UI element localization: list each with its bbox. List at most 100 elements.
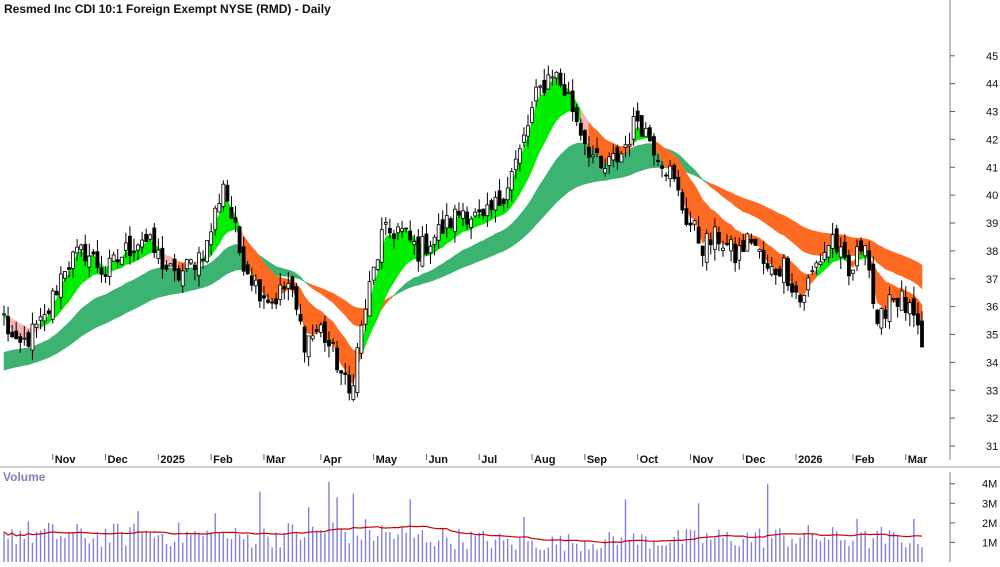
candle <box>814 260 819 275</box>
candle <box>765 254 770 272</box>
candle <box>168 263 173 267</box>
candle <box>534 79 539 107</box>
month-label: 2026 <box>798 454 822 466</box>
candle <box>225 179 230 203</box>
candle <box>830 222 835 259</box>
candle <box>379 217 384 270</box>
candle <box>887 286 892 329</box>
candle <box>95 239 100 273</box>
candle-body-down <box>895 298 900 307</box>
price-tick-label: 38 <box>986 246 998 258</box>
month-label: Nov <box>55 454 77 466</box>
month-label: Mar <box>908 454 928 466</box>
candle <box>676 169 681 197</box>
candle <box>920 311 924 348</box>
candle-body-down <box>249 275 254 286</box>
candle <box>473 208 478 218</box>
candle <box>75 239 80 261</box>
candle <box>595 137 599 158</box>
long-ma-band-segment-3 <box>706 181 923 290</box>
month-label: Feb <box>855 454 875 466</box>
candle <box>481 208 486 220</box>
candle-body-down <box>615 147 620 163</box>
candle <box>615 144 620 170</box>
candle-body-up <box>379 229 384 263</box>
candle-body-down <box>176 268 181 281</box>
candle <box>335 340 339 374</box>
price-tick-label: 44 <box>986 79 998 91</box>
price-tick-label: 36 <box>986 302 998 314</box>
candle-body-down <box>688 222 693 226</box>
candle <box>237 225 242 256</box>
month-label: Mar <box>266 454 286 466</box>
candle <box>10 325 15 338</box>
candle-body-up <box>444 215 449 229</box>
candle <box>717 226 721 252</box>
candle <box>660 160 664 178</box>
candle <box>123 232 128 258</box>
candle <box>664 172 668 182</box>
candle-body-down <box>331 341 335 344</box>
candle-body-down <box>347 374 352 394</box>
price-tick-label: 33 <box>986 385 998 397</box>
short-ma-band-segment-9 <box>361 76 582 356</box>
candle-body-up <box>513 158 518 171</box>
candle <box>652 133 656 166</box>
candle-body-down <box>501 198 506 205</box>
candle-body-down <box>387 227 392 234</box>
candle-body-down <box>245 264 250 275</box>
candle-body-up <box>156 249 161 260</box>
candle <box>2 305 6 326</box>
candle-body-down <box>599 155 604 169</box>
candle-body-up <box>30 323 35 351</box>
candle-body-down <box>274 298 279 305</box>
candle <box>46 308 51 316</box>
candle <box>448 216 453 230</box>
candle-body-up <box>123 242 128 251</box>
candle <box>363 299 368 331</box>
candle <box>140 231 145 254</box>
candle-body-up <box>75 246 80 254</box>
candle <box>879 307 884 335</box>
candle <box>205 240 209 264</box>
candle <box>50 287 55 324</box>
candle <box>859 237 863 255</box>
candle-body-down <box>542 79 547 94</box>
candle <box>343 362 348 385</box>
candle-body-up <box>452 208 457 233</box>
candle-body-up <box>58 273 63 298</box>
long-ma-band-segment-2 <box>393 142 707 297</box>
candle <box>798 293 803 308</box>
candle-body-up <box>643 127 648 138</box>
candle-body-up <box>509 171 514 191</box>
candle-body-down <box>282 286 287 290</box>
candle <box>318 322 323 338</box>
candle-body-down <box>741 239 746 253</box>
candle-body-down <box>578 122 583 136</box>
candle-body-down <box>676 177 681 191</box>
candle-body-up <box>806 277 811 291</box>
candle <box>903 286 908 321</box>
candle-body-up <box>530 107 534 123</box>
candle-body-up <box>538 85 543 88</box>
candle-body-up <box>363 308 368 325</box>
candle <box>457 202 461 219</box>
candle <box>79 243 84 258</box>
candle-body-down <box>635 110 640 122</box>
candle-body-down <box>457 210 461 216</box>
candle-body-up <box>591 154 595 158</box>
candle-body-up <box>168 263 173 267</box>
candle-body-up <box>87 255 92 268</box>
candle <box>63 270 67 282</box>
candle-body-up <box>221 183 226 208</box>
candle-body-up <box>38 316 43 321</box>
candle-body-up <box>550 76 555 79</box>
candle-body-up <box>180 270 185 287</box>
candle <box>428 240 433 264</box>
candle-body-down <box>193 264 197 271</box>
candle-body-up <box>493 196 498 211</box>
candle <box>851 269 855 281</box>
volume-tick-label: 2M <box>982 518 997 530</box>
candle <box>639 115 644 137</box>
candle <box>54 285 59 296</box>
